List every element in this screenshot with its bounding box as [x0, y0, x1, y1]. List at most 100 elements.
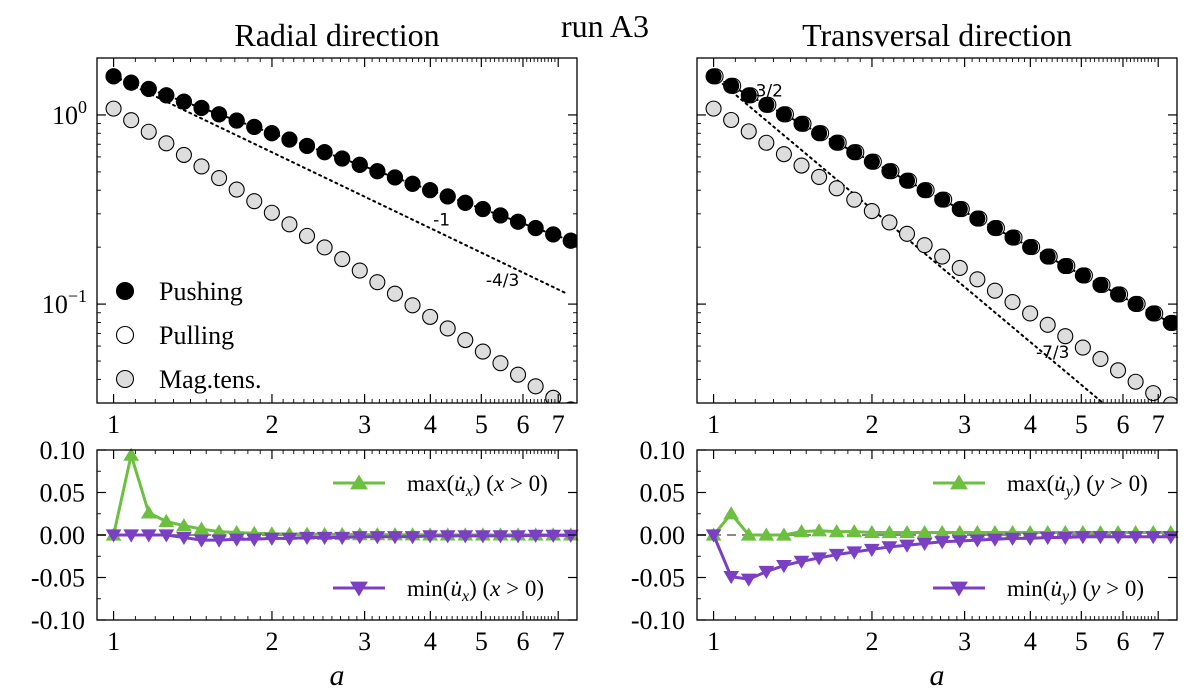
radial_bottom-panel: 1 2 3 4 5 6 7 0.10 0.05 0.00 -0.05 -0.10 max(u̇x) (x…: [31, 436, 579, 656]
legend-label: Mag.tens.: [159, 365, 262, 394]
data-point-magtens: [758, 134, 775, 151]
data-marker: [123, 447, 140, 461]
data-marker: [140, 505, 157, 519]
data-point-magtens: [545, 389, 562, 403]
data-point-pushing: [740, 87, 757, 104]
figure-suptitle: run A3: [561, 8, 649, 44]
data-point-pushing: [846, 144, 863, 161]
data-point-pushing: [1057, 257, 1074, 275]
data-marker: [263, 532, 280, 546]
x-tick-label: 5: [475, 627, 488, 656]
data-point-magtens: [509, 366, 527, 383]
x-tick-label: 4: [1024, 627, 1037, 656]
data-point-magtens: [1074, 339, 1091, 356]
data-point-magtens: [193, 158, 210, 175]
xlabel-right: a: [930, 659, 945, 692]
data-marker: [1004, 532, 1021, 546]
x-tick-label: 1: [707, 627, 720, 656]
data-marker: [140, 529, 157, 543]
x-tick-label: 1: [107, 627, 120, 656]
legend-label: Pushing: [159, 277, 243, 306]
data-point-magtens: [492, 355, 509, 372]
y-tick-label: 0.00: [640, 521, 686, 550]
data-marker: [811, 523, 827, 537]
data-point-pushing: [705, 68, 722, 85]
data-marker: [281, 532, 298, 546]
legend-label: max(u̇x) (x > 0): [407, 471, 548, 500]
x-tick-label: 4: [1024, 410, 1037, 439]
data-point-magtens: [951, 259, 968, 276]
data-point-magtens: [351, 262, 368, 279]
data-marker: [404, 531, 421, 545]
data-point-pushing: [123, 74, 140, 91]
data-point-magtens: [1092, 350, 1109, 368]
data-point-pushing: [474, 201, 491, 218]
data-marker: [562, 529, 579, 543]
data-point-pushing: [775, 106, 792, 123]
xlabel-left: a: [330, 659, 345, 692]
data-marker: [846, 546, 863, 560]
data-point-pushing: [211, 106, 228, 123]
data-point-pushing: [1039, 248, 1056, 265]
data-point-pushing: [934, 191, 951, 208]
data-point-magtens: [1127, 373, 1144, 390]
data-point-magtens: [527, 378, 544, 395]
data-point-pushing: [793, 115, 810, 132]
y-tick-label: 0.05: [640, 479, 686, 508]
data-point-magtens: [1039, 316, 1056, 333]
data-marker: [863, 524, 880, 539]
data-point-magtens: [334, 250, 351, 268]
y-tick-label: 10−1: [42, 286, 87, 319]
data-point-pushing: [986, 220, 1003, 237]
data-point-magtens: [565, 401, 576, 403]
x-tick-label: 3: [958, 410, 971, 439]
data-point-magtens: [228, 181, 245, 198]
data-marker: [758, 527, 775, 541]
data-marker: [158, 529, 175, 543]
transversal_top-panel: Transversal direction -3/2 -7/3 1 2 3 4 5 6 7: [696, 17, 1178, 439]
data-marker: [1092, 531, 1109, 545]
data-point-pushing: [386, 169, 403, 186]
data-marker: [916, 524, 933, 539]
x-tick-label: 6: [1116, 410, 1129, 439]
data-marker: [811, 552, 827, 566]
data-point-magtens: [175, 146, 192, 163]
data-point-pushing: [351, 156, 368, 173]
x-tick-label: 2: [265, 627, 278, 656]
y-tick-label: 0.05: [40, 479, 86, 508]
data-marker: [899, 524, 915, 539]
data-point-magtens: [123, 112, 140, 129]
x-tick-label: 6: [516, 627, 529, 656]
data-point-pushing: [1162, 314, 1177, 331]
data-point-pushing: [369, 163, 386, 180]
data-point-pushing: [263, 125, 280, 142]
legend-label: max(u̇y) (y > 0): [1007, 471, 1148, 500]
data-marker: [422, 530, 438, 544]
data-marker: [934, 524, 951, 539]
x-tick-label: 4: [424, 627, 437, 656]
data-point-pushing: [1109, 286, 1127, 303]
data-point-magtens: [863, 202, 880, 220]
data-point-pushing: [1092, 276, 1109, 294]
data-point-magtens: [723, 111, 740, 129]
data-point-pushing: [1145, 305, 1162, 322]
legend-marker: [950, 474, 968, 490]
data-point-pushing: [1022, 238, 1039, 256]
data-point-magtens: [1004, 294, 1021, 311]
x-tick-label: 3: [958, 627, 971, 656]
data-point-magtens: [386, 285, 403, 302]
reference-line-label: -1: [433, 211, 450, 231]
legend-marker-magtens: [115, 369, 135, 389]
data-point-pushing: [175, 93, 192, 110]
x-tick-label: 1: [107, 410, 120, 439]
x-tick-label: 5: [1075, 627, 1088, 656]
data-point-magtens: [898, 225, 916, 242]
x-tick-label: 1: [707, 410, 720, 439]
data-marker: [951, 524, 968, 539]
data-point-pushing: [811, 125, 828, 142]
data-point-magtens: [316, 239, 333, 256]
data-point-pushing: [228, 112, 245, 129]
radial_top-panel: Radial direction -1 -4/3 1 2 3 4 5 6 7 100 10−1 Push…: [42, 17, 578, 439]
x-tick-label: 7: [552, 410, 565, 439]
